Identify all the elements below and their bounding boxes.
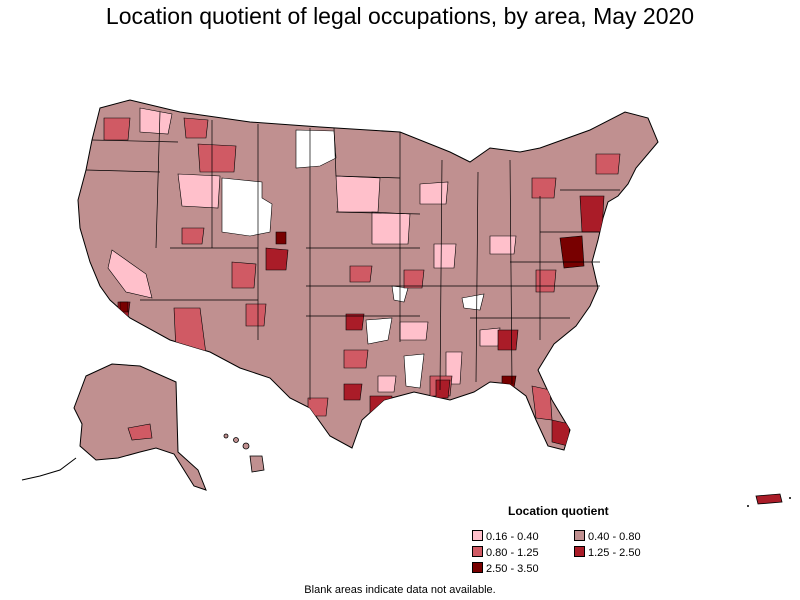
lq-2-50-3-50-area xyxy=(559,235,585,269)
lq-0-80-1-25-area xyxy=(349,265,373,283)
legend-item: 0.40 - 0.80 xyxy=(574,530,641,543)
lq-0-80-1-25-area xyxy=(197,143,237,173)
puerto-rico-islet xyxy=(789,497,791,499)
lq-0-80-1-25-area xyxy=(535,269,557,293)
lq-0-80-1-25-area xyxy=(245,303,267,327)
lq-0-16-0-40-area xyxy=(377,375,397,393)
hawaii-island xyxy=(233,437,239,443)
lq-0-16-0-40-area xyxy=(489,235,517,255)
legend-item: 0.80 - 1.25 xyxy=(472,546,539,559)
legend-swatch xyxy=(472,562,483,573)
footnote: Blank areas indicate data not available. xyxy=(304,584,496,596)
lq-0-80-1-25-area xyxy=(231,261,257,289)
legend-swatch xyxy=(574,530,585,541)
alaska-aleutians xyxy=(21,457,77,481)
lq-0-16-0-40-area xyxy=(139,107,173,135)
lq-0-80-1-25-area xyxy=(181,227,205,245)
hawaii-island xyxy=(223,433,229,439)
lq-0-16-0-40-area xyxy=(371,211,411,245)
legend-item: 2.50 - 3.50 xyxy=(472,562,539,575)
puerto-rico-shape xyxy=(755,493,783,505)
lq-0-16-0-40-area xyxy=(335,175,381,213)
hawaii xyxy=(223,433,265,473)
lq-0-16-0-40-area xyxy=(433,243,457,269)
lq-1-25-2-50-area xyxy=(579,195,605,233)
legend-swatch xyxy=(574,546,585,557)
lq-1-25-2-50-area xyxy=(497,329,519,351)
lq-0-80-1-25-area xyxy=(173,307,207,355)
lq-0-16-0-40-area xyxy=(399,321,429,341)
lq-2-50-3-50-area xyxy=(501,375,517,389)
legend-title: Location quotient xyxy=(508,504,609,518)
lq-2-50-3-50-area xyxy=(275,231,287,245)
lq-1-25-2-50-area xyxy=(551,419,571,447)
lq-1-25-2-50-area xyxy=(435,379,451,399)
no-data-area xyxy=(295,129,337,169)
state-boundaries xyxy=(85,111,620,400)
legend-label: 0.40 - 0.80 xyxy=(588,531,641,543)
legend-swatch xyxy=(472,546,483,557)
lq-0-80-1-25-area xyxy=(103,117,131,141)
lq-0-80-1-25-area xyxy=(403,269,425,289)
hawaii-island xyxy=(242,442,250,450)
lq-1-25-2-50-area xyxy=(265,247,289,271)
alaska xyxy=(21,363,207,491)
hawaii-big-island xyxy=(249,455,265,473)
legend-label: 0.80 - 1.25 xyxy=(486,547,539,559)
lq-1-25-2-50-area xyxy=(343,383,363,401)
puerto-rico-islet xyxy=(747,505,749,507)
lq-0-16-0-40-area xyxy=(479,327,501,347)
lq-0-16-0-40-area xyxy=(177,173,221,209)
no-data-area xyxy=(403,353,425,389)
lq-0-80-1-25-area xyxy=(183,117,209,139)
lq-0-80-1-25-area xyxy=(343,349,369,369)
legend-item: 0.16 - 0.40 xyxy=(472,530,539,543)
contiguous-us xyxy=(77,99,659,451)
legend-label: 0.16 - 0.40 xyxy=(486,531,539,543)
legend-item: 1.25 - 2.50 xyxy=(574,546,641,559)
legend-label: 2.50 - 3.50 xyxy=(486,563,539,575)
puerto-rico xyxy=(747,493,791,507)
lq-2-50-3-50-area xyxy=(119,301,129,313)
no-data-area xyxy=(365,317,393,345)
alaska-area-lq-0-80-1-25 xyxy=(127,423,153,441)
lq-0-80-1-25-area xyxy=(531,177,557,199)
no-data-area xyxy=(221,177,273,237)
lq-0-80-1-25-area xyxy=(595,153,621,175)
lq-0-80-1-25-area xyxy=(307,397,329,417)
legend-label: 1.25 - 2.50 xyxy=(588,547,641,559)
legend-swatch xyxy=(472,530,483,541)
lq-0-16-0-40-area xyxy=(419,181,449,205)
lq-0-16-0-40-area xyxy=(107,249,153,299)
map-title: Location quotient of legal occupations, … xyxy=(105,3,695,29)
lq-1-25-2-50-area xyxy=(345,313,365,331)
